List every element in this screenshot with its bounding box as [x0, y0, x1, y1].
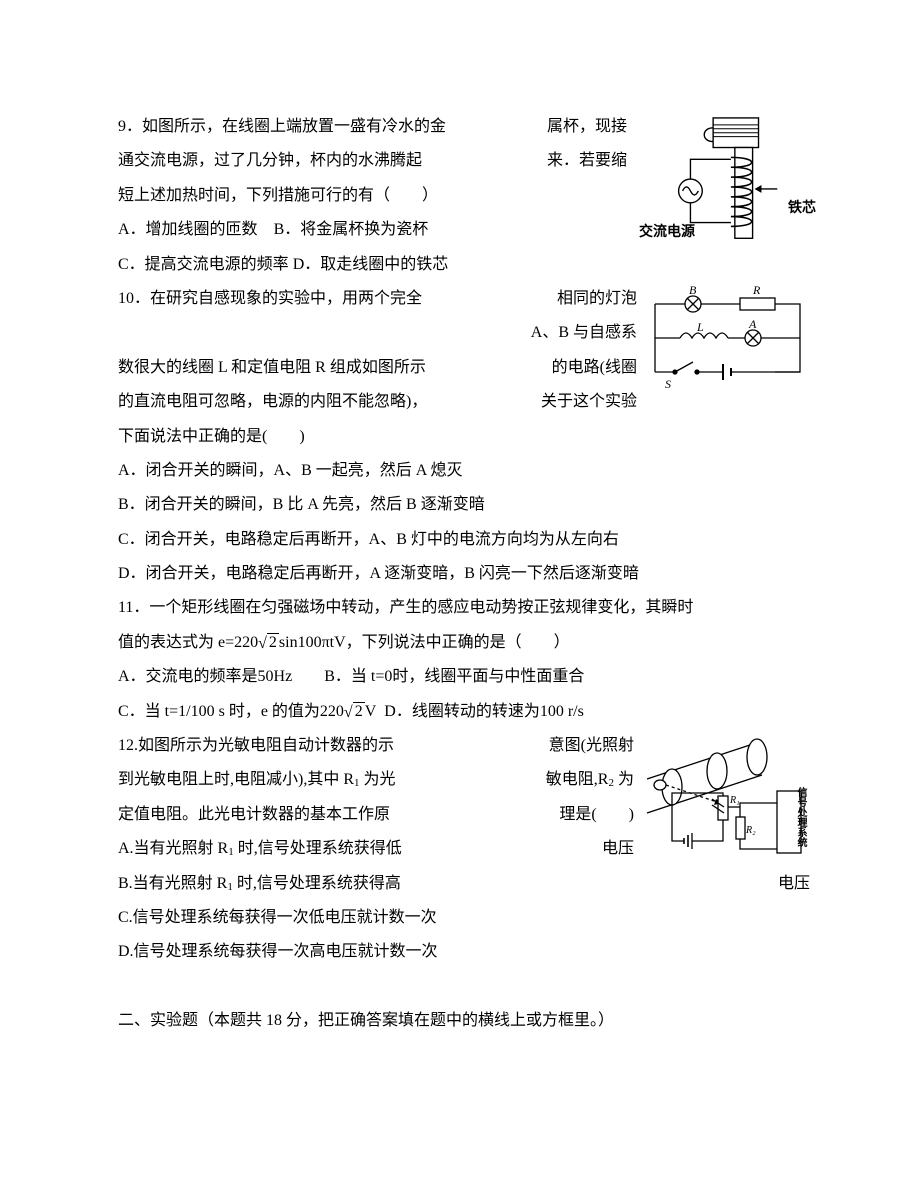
question-11: 11．一个矩形线圈在匀强磁场中转动，产生的感应电动势按正弦规律变化，其瞬时 值的… — [118, 591, 810, 729]
q10-figure: B R L A S — [645, 284, 810, 394]
svg-text:R: R — [752, 284, 761, 297]
q10-number: 10． — [118, 290, 150, 307]
question-12: R₁ R₂ 信号处理系统 12.如图所示为光敏电阻自动计数器的示意图(光照射 到… — [118, 729, 810, 970]
q11-line1: 11．一个矩形线圈在匀强磁场中转动，产生的感应电动势按正弦规律变化，其瞬时 — [118, 591, 810, 625]
q12-option-b: B.当有光照射 R1 时,信号处理系统获得高电压 — [118, 867, 810, 901]
svg-text:A: A — [748, 317, 757, 331]
sqrt2-icon: √2 — [344, 695, 365, 729]
q12-figure: R₁ R₂ — [642, 733, 810, 861]
q10-option-b: B．闭合开关的瞬间，B 比 A 先亮，然后 B 逐渐变暗 — [118, 488, 810, 522]
q12-option-d: D.信号处理系统每获得一次高电压就计数一次 — [118, 935, 810, 969]
q11-options-cd: C．当 t=1/100 s 时，e 的值为220√2V D．线圈转动的转速为10… — [118, 695, 810, 729]
svg-text:R₁: R₁ — [729, 795, 740, 806]
q12-label-signal-system: 信号处理系统 — [795, 787, 807, 847]
q12-option-c: C.信号处理系统每获得一次低电压就计数一次 — [118, 901, 810, 935]
section-2-title: 二、实验题（本题共 18 分，把正确答案填在题中的横线上或方框里。） — [118, 1004, 810, 1038]
q10-option-a: A．闭合开关的瞬间，A、B 一起亮，然后 A 熄灭 — [118, 454, 810, 488]
svg-text:S: S — [665, 377, 671, 391]
question-10: B R L A S 10．在研究自感现象的实验中，用两个完全相同的灯泡 A、B … — [118, 282, 810, 592]
q9-label-iron-core: 铁芯 — [788, 194, 816, 224]
q10-option-c: C．闭合开关，电路稳定后再断开，A、B 灯中的电流方向均为从左向右 — [118, 523, 810, 557]
q9-label-ac-source: 交流电源 — [639, 218, 695, 248]
svg-text:R₂: R₂ — [745, 825, 756, 836]
q10-figure-svg: B R L A S — [645, 284, 810, 394]
q10-line5: 下面说法中正确的是( ) — [118, 420, 810, 454]
q12-number: 12. — [118, 737, 138, 754]
q12-figure-svg: R₁ R₂ — [642, 733, 810, 861]
svg-text:L: L — [696, 320, 704, 334]
q10-option-d: D．闭合开关，电路稳定后再断开，A 逐渐变暗，B 闪亮一下然后逐渐变暗 — [118, 557, 810, 591]
sqrt2-icon: √2 — [258, 626, 279, 660]
question-9: 铁芯 交流电源 9．如图所示，在线圈上端放置一盛有冷水的金属杯，现接 通交流电源… — [118, 110, 810, 282]
q11-number: 11． — [118, 599, 149, 616]
q11-options-ab: A．交流电的频率是50Hz B．当 t=0时，线圈平面与中性面重合 — [118, 660, 810, 694]
q9-number: 9． — [118, 118, 142, 135]
q11-line2: 值的表达式为 e=220√2sin100πtV，下列说法中正确的是（ ） — [118, 626, 810, 660]
svg-text:B: B — [689, 284, 697, 297]
